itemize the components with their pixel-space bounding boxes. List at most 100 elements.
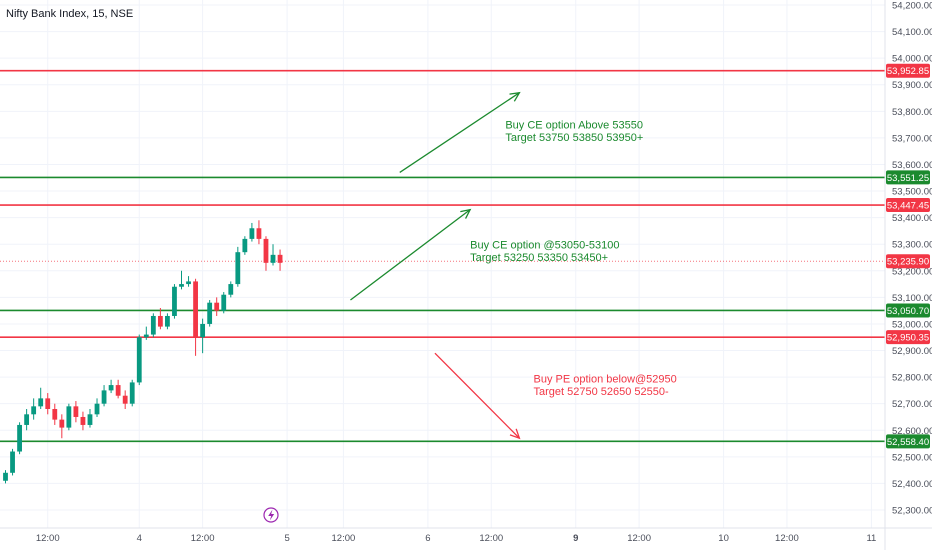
price-tag-label: 53,551.25 — [887, 173, 929, 184]
y-tick-label: 53,900.00 — [892, 80, 932, 91]
y-tick-label: 52,500.00 — [892, 452, 932, 463]
candle-body — [3, 472, 8, 481]
candle-body — [256, 228, 262, 239]
x-tick-label: 11 — [866, 533, 876, 544]
annotation-text: Target 53250 53350 53450+ — [470, 252, 608, 264]
candle-body — [38, 398, 44, 407]
annotation-text: Buy CE option @53050-53100 — [470, 240, 619, 252]
x-tick-label: 5 — [284, 533, 289, 544]
annotation-text: Target 52750 52650 52550- — [534, 386, 670, 398]
trend-arrow[interactable] — [399, 92, 520, 173]
price-tag-label: 53,050.70 — [887, 306, 929, 317]
candle-body — [17, 424, 22, 452]
candle-body — [207, 302, 213, 324]
price-tag — [886, 198, 930, 213]
candle-body — [24, 414, 30, 425]
y-tick-label: 53,400.00 — [892, 213, 932, 224]
y-tick-label: 52,300.00 — [892, 506, 932, 517]
time-axis[interactable]: 12:00 4 12:00 5 12:00 6 12:00 9 12:00 10 12:00 11 — [36, 533, 877, 544]
y-tick-label: 53,500.00 — [892, 187, 932, 198]
horizontal-levels — [0, 69, 885, 443]
annotation-text: Target 53750 53850 53950+ — [505, 132, 643, 144]
y-tick-label: 54,100.00 — [892, 27, 932, 38]
candle-body — [214, 302, 220, 311]
candle-body — [186, 281, 191, 285]
y-tick-label: 52,900.00 — [892, 346, 932, 357]
candle-body — [94, 403, 100, 415]
candle-body — [136, 337, 142, 383]
candle-body — [263, 238, 269, 263]
x-tick-label: 12:00 — [479, 533, 503, 544]
x-tick-label: 12:00 — [36, 533, 60, 544]
y-tick-label: 53,700.00 — [892, 133, 932, 144]
price-tag-label: 52,558.40 — [887, 437, 929, 448]
price-tag — [886, 170, 930, 185]
candle-body — [31, 406, 37, 415]
candle-body — [108, 385, 114, 391]
x-tick-label: 12:00 — [627, 533, 651, 544]
y-tick-label: 54,000.00 — [892, 54, 932, 65]
candle-body — [115, 385, 121, 396]
price-tags: 53,952.85 53,551.25 53,447.45 53,050.70 52,9… — [886, 63, 930, 449]
price-tag — [886, 330, 930, 345]
candle-body — [143, 334, 149, 338]
y-tick-label: 52,400.00 — [892, 479, 932, 490]
candle-body — [193, 281, 198, 338]
x-tick-label: 6 — [425, 533, 430, 544]
candle-body — [66, 406, 72, 428]
price-tag-label: 53,235.90 — [887, 257, 929, 268]
price-tag — [886, 434, 930, 449]
annotation-text: Buy PE option below@52950 — [534, 373, 677, 385]
candle-body — [87, 414, 93, 425]
lightning-icon[interactable] — [263, 507, 279, 523]
x-tick-label: 12:00 — [191, 533, 215, 544]
arrow-head — [460, 208, 472, 219]
candle-body — [277, 254, 283, 263]
candle-body — [228, 284, 234, 295]
price-tag-label: 53,952.85 — [887, 66, 929, 77]
x-tick-label: 4 — [137, 533, 142, 544]
chart-title: Nifty Bank Index, 15, NSE — [6, 8, 133, 20]
x-tick-label: 9 — [573, 533, 578, 544]
y-tick-label: 52,800.00 — [892, 373, 932, 384]
candle-body — [80, 416, 86, 425]
y-tick-label: 53,000.00 — [892, 319, 932, 330]
candle-body — [179, 284, 184, 287]
candle-body — [122, 395, 128, 404]
candle-body — [73, 406, 79, 417]
price-tag — [886, 254, 930, 269]
arrow-head — [509, 428, 521, 440]
candle-body — [101, 390, 107, 404]
x-tick-label: 12:00 — [332, 533, 356, 544]
candle-body — [59, 419, 65, 428]
candle-body — [129, 382, 135, 404]
trend-arrow[interactable] — [350, 209, 471, 301]
price-tag — [886, 63, 930, 78]
annotation-text: Buy CE option Above 53550 — [505, 120, 643, 132]
candle-body — [52, 409, 58, 420]
x-tick-label: 10 — [718, 533, 729, 544]
trend-arrow[interactable] — [434, 352, 520, 439]
price-tag-label: 53,447.45 — [887, 201, 929, 212]
candles — [3, 220, 283, 484]
price-tag — [886, 303, 930, 318]
y-tick-label: 53,600.00 — [892, 160, 932, 171]
candle-body — [157, 315, 163, 327]
candle-body — [10, 451, 15, 473]
y-tick-label: 53,200.00 — [892, 266, 932, 277]
x-tick-label: 12:00 — [775, 533, 799, 544]
y-tick-label: 53,800.00 — [892, 107, 932, 118]
candle-body — [150, 315, 156, 335]
y-tick-label: 53,300.00 — [892, 240, 932, 251]
trend-arrows — [350, 91, 521, 440]
price-axis[interactable]: 54,200.00 54,100.00 54,000.00 53,900.00 53,8… — [892, 1, 932, 517]
candle-body — [200, 323, 206, 338]
candle-body — [242, 238, 248, 253]
y-tick-label: 54,200.00 — [892, 1, 932, 12]
price-tag-label: 52,950.35 — [887, 333, 929, 344]
arrow-head — [509, 91, 521, 102]
candle-body — [249, 228, 255, 239]
grid — [0, 0, 885, 528]
